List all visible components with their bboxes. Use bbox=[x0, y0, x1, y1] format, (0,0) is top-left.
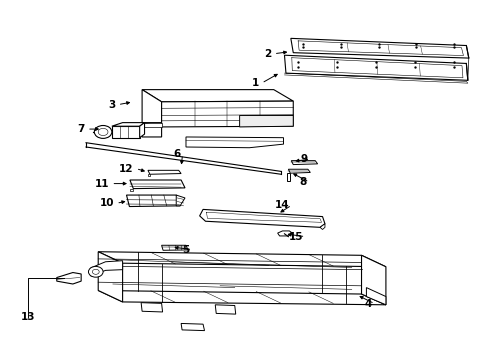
Polygon shape bbox=[320, 224, 325, 229]
Polygon shape bbox=[161, 101, 293, 127]
Text: 13: 13 bbox=[21, 312, 36, 322]
Polygon shape bbox=[239, 116, 293, 127]
Text: 8: 8 bbox=[299, 177, 306, 187]
Text: 7: 7 bbox=[77, 124, 84, 134]
Polygon shape bbox=[215, 305, 235, 314]
Polygon shape bbox=[284, 55, 467, 80]
Polygon shape bbox=[126, 195, 180, 207]
Text: 14: 14 bbox=[274, 200, 289, 210]
Polygon shape bbox=[141, 303, 162, 312]
Text: 3: 3 bbox=[108, 100, 115, 110]
Polygon shape bbox=[130, 189, 133, 192]
Polygon shape bbox=[148, 170, 181, 174]
Polygon shape bbox=[291, 161, 317, 165]
Circle shape bbox=[88, 266, 103, 277]
Polygon shape bbox=[290, 39, 468, 58]
Polygon shape bbox=[142, 123, 161, 127]
Polygon shape bbox=[185, 137, 283, 148]
Text: 4: 4 bbox=[364, 299, 371, 309]
Polygon shape bbox=[176, 195, 184, 206]
Polygon shape bbox=[142, 90, 293, 102]
Text: 12: 12 bbox=[119, 163, 133, 174]
Text: 5: 5 bbox=[182, 244, 189, 255]
Polygon shape bbox=[181, 323, 204, 330]
Polygon shape bbox=[98, 291, 385, 305]
Polygon shape bbox=[361, 255, 385, 305]
Polygon shape bbox=[277, 231, 292, 236]
Polygon shape bbox=[199, 210, 325, 227]
Text: 2: 2 bbox=[264, 49, 271, 59]
Text: 10: 10 bbox=[99, 198, 114, 208]
Polygon shape bbox=[161, 245, 187, 250]
Polygon shape bbox=[112, 126, 140, 138]
Polygon shape bbox=[287, 173, 290, 181]
Circle shape bbox=[98, 129, 108, 135]
Polygon shape bbox=[98, 252, 122, 302]
Text: 1: 1 bbox=[251, 78, 259, 88]
Text: 11: 11 bbox=[94, 179, 109, 189]
Polygon shape bbox=[142, 90, 161, 123]
Polygon shape bbox=[140, 123, 144, 138]
Text: 9: 9 bbox=[300, 154, 307, 164]
Circle shape bbox=[92, 269, 99, 274]
Polygon shape bbox=[366, 288, 385, 305]
Polygon shape bbox=[112, 123, 144, 126]
Text: 6: 6 bbox=[173, 149, 180, 159]
Polygon shape bbox=[142, 123, 161, 137]
Polygon shape bbox=[98, 252, 385, 267]
Polygon shape bbox=[148, 174, 150, 176]
Polygon shape bbox=[130, 180, 184, 189]
Text: 15: 15 bbox=[288, 232, 303, 242]
Polygon shape bbox=[57, 273, 81, 284]
Circle shape bbox=[94, 126, 112, 138]
Polygon shape bbox=[91, 261, 122, 276]
Polygon shape bbox=[288, 169, 310, 173]
